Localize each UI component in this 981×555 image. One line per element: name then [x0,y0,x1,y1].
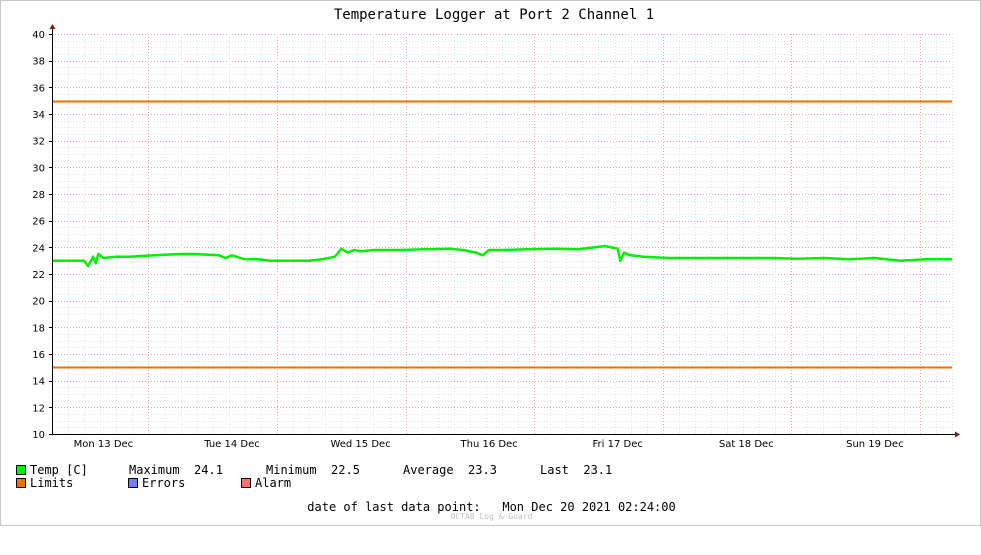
temperature-series [52,244,952,268]
stat-minimum: Minimum 22.5 [266,464,360,477]
stat-last: Last 23.1 [540,464,612,477]
y-tick-label: 34 [32,110,45,121]
chart-title: Temperature Logger at Port 2 Channel 1 [334,7,654,23]
axes [49,24,960,438]
x-tick-label: Wed 15 Dec [330,439,390,450]
last-point-label: date of last data point: [307,500,481,514]
y-tick-label: 32 [32,137,45,148]
limit-lines [52,100,952,369]
last-data-point: date of last data point: Mon Dec 20 2021… [1,500,981,514]
average-value: 23.3 [468,463,497,477]
y-axis-arrow-icon [49,24,56,29]
x-axis-ticks: Mon 13 Dec Tue 14 Dec Wed 15 Dec Thu 16 Dec… [74,439,904,450]
minimum-label: Minimum [266,463,317,477]
legend-alarm-label: Alarm [255,476,292,490]
y-tick-label: 12 [32,403,45,414]
temperature-line [52,244,952,268]
grid [52,34,953,435]
limits-swatch-icon [16,478,26,488]
errors-swatch-icon [128,478,138,488]
maximum-value: 24.1 [194,463,223,477]
y-tick-label: 10 [32,430,45,441]
legend-row-keys: Limits Errors Alarm [16,477,291,542]
legend-limits: Limits [16,477,73,490]
x-tick-label: Tue 14 Dec [203,439,260,450]
y-tick-label: 26 [32,217,45,228]
x-tick-label: Sat 18 Dec [719,439,774,450]
legend-row-stats: Temp [C] Maximum 24.1 Minimum 22.5 Avera… [16,464,612,555]
average-label: Average [403,463,454,477]
y-tick-label: 36 [32,83,45,94]
maximum-label: Maximum [129,463,180,477]
alarm-swatch-icon [241,478,251,488]
y-tick-label: 28 [32,190,45,201]
minimum-value: 22.5 [331,463,360,477]
x-tick-label: Fri 17 Dec [593,439,643,450]
watermark: OCTA8 Log & Guard [450,512,533,521]
stat-maximum: Maximum 24.1 [129,464,223,477]
y-tick-label: 16 [32,350,45,361]
temperature-chart: Temperature Logger at Port 2 Channel 1 1… [32,7,960,450]
legend-limits-label: Limits [30,476,74,490]
stat-average: Average 23.3 [403,464,497,477]
x-tick-label: Thu 16 Dec [460,439,518,450]
last-label: Last [540,463,569,477]
legend-alarm: Alarm [241,477,291,490]
x-tick-label: Mon 13 Dec [74,439,134,450]
legend-errors-label: Errors [142,476,186,490]
chart-frame: Temperature Logger at Port 2 Channel 1 1… [0,0,981,526]
y-tick-label: 40 [32,30,45,41]
legend-errors: Errors [128,477,185,490]
y-tick-label: 20 [32,297,45,308]
x-axis-arrow-icon [955,431,960,438]
y-tick-label: 22 [32,270,45,281]
temp-swatch-icon [16,465,26,475]
legend-temp-label: Temp [C] [30,463,88,477]
y-tick-label: 38 [32,57,45,68]
y-tick-label: 30 [32,163,45,174]
y-tick-label: 14 [32,377,45,388]
x-tick-label: Sun 19 Dec [846,439,903,450]
last-value: 23.1 [583,463,613,477]
last-point-value: Mon Dec 20 2021 02:24:00 [502,500,676,514]
legend-temp: Temp [C] [16,464,88,477]
y-tick-label: 18 [32,323,45,334]
y-tick-label: 24 [32,243,45,254]
y-axis-ticks: 10 12 14 16 18 20 22 24 26 28 30 32 34 36 38 40 [32,30,52,441]
